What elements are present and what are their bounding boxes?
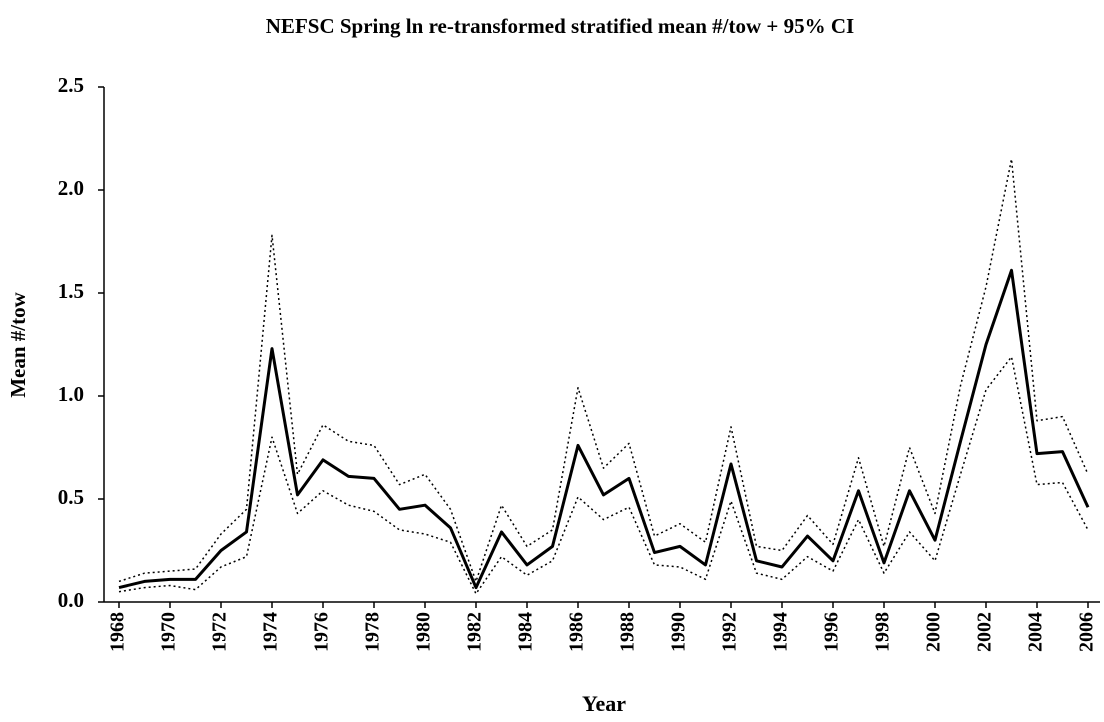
- y-tick-label: 0.5: [58, 485, 84, 509]
- series-line: [118, 158, 1089, 583]
- y-axis-label: Mean #/tow: [6, 291, 30, 397]
- x-tick-label: 1996: [821, 612, 843, 652]
- chart-title: NEFSC Spring ln re-transformed stratifie…: [266, 14, 854, 38]
- x-tick-label: 1990: [668, 612, 690, 652]
- x-tick-label: 1988: [617, 612, 639, 652]
- series-line: [118, 268, 1090, 590]
- x-tick-label: 1992: [719, 612, 741, 652]
- x-tick-label: 1974: [260, 612, 282, 652]
- x-tick-label: 1978: [362, 612, 384, 652]
- y-tick-label: 2.5: [58, 73, 84, 97]
- x-axis-label: Year: [582, 691, 626, 716]
- x-tick-label: 1994: [770, 612, 792, 652]
- y-tick-label: 1.0: [58, 382, 84, 406]
- x-tick-label: 2004: [1025, 612, 1047, 652]
- x-tick-label: 1986: [566, 612, 588, 652]
- x-tick-label: 1972: [209, 612, 231, 652]
- x-tick-label: 2006: [1076, 612, 1098, 652]
- x-tick-label: 1982: [464, 612, 486, 652]
- x-tick-label: 2002: [974, 612, 996, 652]
- x-tick-label: 2000: [923, 612, 945, 652]
- y-tick-label: 1.5: [58, 279, 84, 303]
- series-line: [118, 356, 1089, 595]
- x-tick-label: 1970: [158, 612, 180, 652]
- x-tick-label: 1998: [872, 612, 894, 652]
- x-tick-label: 1980: [413, 612, 435, 652]
- y-tick-label: 0.0: [58, 588, 84, 612]
- y-tick-label: 2.0: [58, 176, 84, 200]
- x-tick-label: 1976: [311, 612, 333, 652]
- x-tick-label: 1968: [107, 612, 129, 652]
- x-tick-label: 1984: [515, 612, 537, 652]
